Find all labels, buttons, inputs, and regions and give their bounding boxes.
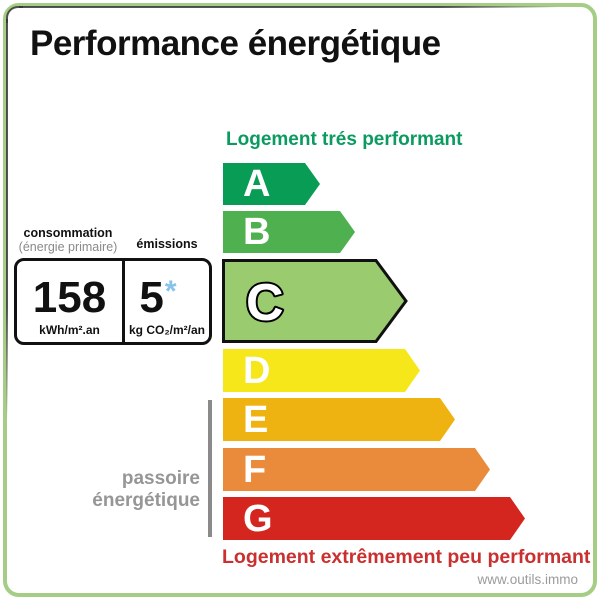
consumption-unit: kWh/m².an	[39, 323, 100, 337]
class-f-letter: F	[243, 448, 267, 491]
emissions-asterisk: *	[164, 275, 177, 308]
class-d-arrow: D	[223, 349, 420, 392]
value-box: 158 kWh/m².an 5* kg CO₂/m²/an	[14, 258, 212, 345]
energy-class-scale: A B C D E F G	[222, 163, 542, 541]
passoire-label-line2: énergétique	[92, 490, 200, 512]
class-a-arrow: A	[223, 163, 320, 205]
class-g-letter: G	[243, 497, 273, 540]
emissions-label: émissions	[136, 237, 198, 251]
inner-edge-corner	[6, 6, 23, 23]
class-b-letter: B	[243, 211, 271, 253]
inner-edge-line-top	[19, 6, 559, 8]
inner-edge-line-left	[6, 19, 8, 419]
class-f-arrow: F	[223, 448, 490, 491]
passoire-label-line1: passoire	[121, 468, 200, 489]
class-g-arrow: G	[223, 497, 525, 540]
consumption-cell: 158 kWh/m².an	[17, 261, 122, 342]
class-c-arrow-shape: C	[222, 259, 408, 343]
emissions-cell: 5* kg CO₂/m²/an	[125, 261, 209, 342]
class-a-letter: A	[243, 163, 271, 205]
emissions-value: 5*	[139, 276, 176, 320]
emissions-unit: kg CO₂/m²/an	[128, 323, 205, 337]
class-c-arrow-selected: C	[222, 259, 408, 343]
class-c-arrow-polygon	[222, 259, 408, 343]
class-e-arrow: E	[223, 398, 455, 441]
class-e-letter: E	[243, 398, 269, 441]
bottom-performance-label: Logement extrêmement peu performant	[222, 546, 591, 568]
class-b-arrow: B	[223, 211, 355, 253]
value-box-divider	[122, 261, 125, 342]
top-performance-label: Logement trés performant	[226, 129, 463, 150]
consumption-value: 158	[32, 273, 107, 322]
consumption-label: consommation	[23, 226, 113, 240]
emissions-number: 5	[139, 273, 164, 322]
class-d-letter: D	[243, 349, 271, 392]
class-c-letter: C	[246, 274, 284, 332]
passoire-bracket-line	[208, 400, 212, 537]
passoire-label: passoire énergétique	[20, 468, 200, 513]
page-title: Performance énergétique	[30, 24, 441, 63]
watermark: www.outils.immo	[477, 572, 578, 587]
consumption-sublabel: (énergie primaire)	[18, 240, 118, 254]
